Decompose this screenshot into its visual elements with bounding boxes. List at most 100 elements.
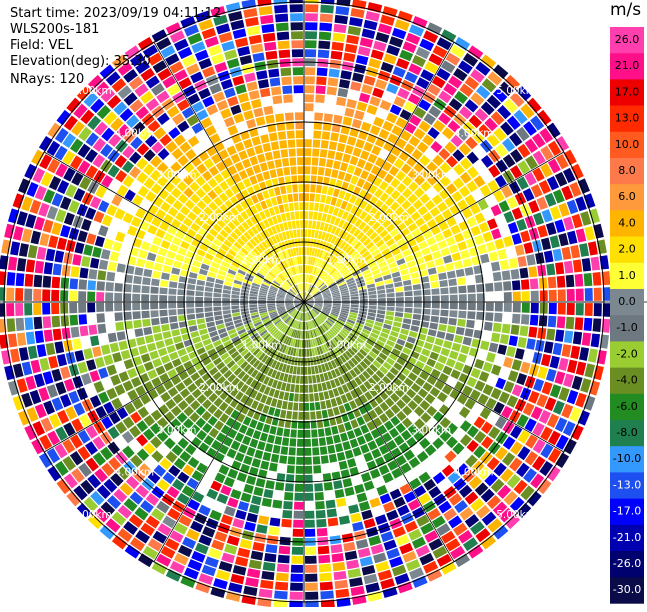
velocity-bin: [19, 347, 29, 361]
velocity-bin: [446, 358, 456, 367]
velocity-bin: [316, 221, 321, 229]
velocity-bin: [297, 229, 301, 237]
velocity-bin: [70, 278, 79, 289]
velocity-bin: [166, 345, 175, 353]
velocity-bin: [79, 314, 88, 324]
velocity-bin: [260, 162, 268, 171]
velocity-bin: [290, 13, 303, 21]
velocity-bin: [268, 526, 279, 535]
velocity-bin: [530, 278, 539, 289]
velocity-bin: [315, 492, 324, 500]
velocity-bin: [189, 325, 198, 332]
velocity-bin: [576, 288, 584, 300]
velocity-bin: [121, 350, 131, 360]
velocity-bin: [308, 376, 312, 384]
velocity-bin: [326, 159, 334, 168]
velocity-bin: [494, 239, 504, 250]
velocity-bin: [566, 317, 575, 329]
velocity-bin: [357, 102, 368, 112]
velocity-bin: [431, 316, 440, 323]
velocity-bin: [474, 235, 484, 245]
field-label: Field: VEL: [10, 38, 221, 54]
velocity-bin: [105, 292, 113, 301]
velocity-bin: [385, 315, 393, 320]
velocity-bin: [373, 41, 387, 52]
velocity-bin: [243, 139, 253, 149]
velocity-bin: [227, 96, 239, 107]
velocity-bin: [304, 229, 307, 237]
velocity-bin: [305, 583, 318, 591]
velocity-bin: [256, 70, 267, 80]
velocity-bin: [213, 298, 221, 302]
velocity-bin: [347, 136, 356, 146]
velocity-bin: [468, 303, 476, 311]
velocity-bin: [97, 313, 105, 323]
velocity-bin: [249, 299, 257, 301]
velocity-bin: [293, 366, 297, 374]
velocity-bin: [404, 313, 412, 319]
range-ring-label: 5.00km: [496, 85, 536, 97]
velocity-bin: [452, 343, 461, 352]
velocity-bin: [368, 154, 378, 164]
velocity-bin: [340, 70, 351, 80]
velocity-bin: [396, 307, 404, 312]
velocity-bin: [313, 384, 318, 392]
velocity-bin: [159, 287, 167, 294]
velocity-bin: [325, 427, 332, 436]
velocity-bin: [284, 492, 293, 500]
velocity-bin: [304, 193, 309, 201]
velocity-bin: [585, 288, 593, 301]
velocity-bin: [335, 589, 349, 598]
velocity-bin: [156, 255, 165, 264]
velocity-bin: [94, 381, 105, 393]
velocity-bin: [161, 355, 171, 364]
velocity-bin: [413, 290, 421, 296]
velocity-bin: [90, 336, 99, 347]
velocity-bin: [54, 341, 64, 353]
velocity-bin: [282, 86, 292, 95]
velocity-bin: [104, 355, 114, 366]
velocity-bin: [363, 452, 373, 462]
velocity-bin: [301, 349, 303, 357]
velocity-bin: [316, 510, 326, 519]
velocity-bin: [53, 329, 62, 341]
colorbar-tick-label: -2.0: [616, 347, 637, 360]
velocity-bin: [295, 211, 299, 219]
velocity-bin: [54, 250, 64, 262]
velocity-bin: [305, 466, 313, 474]
velocity-bin: [429, 274, 438, 281]
velocity-bin: [273, 445, 281, 454]
velocity-bin: [570, 346, 580, 359]
velocity-bin: [228, 125, 239, 135]
velocity-bin: [249, 296, 257, 299]
velocity-bin: [319, 203, 325, 211]
velocity-bin: [393, 321, 402, 327]
velocity-bin: [317, 528, 328, 537]
velocity-bin: [222, 294, 230, 298]
velocity-bin: [457, 277, 466, 285]
velocity-bin: [549, 303, 557, 314]
velocity-bin: [457, 241, 467, 251]
velocity-bin: [575, 274, 584, 287]
colorbar-tick-label: 21.0: [615, 59, 640, 72]
velocity-bin: [343, 478, 353, 488]
velocity-bin: [362, 29, 376, 39]
velocity-bin: [319, 564, 331, 573]
velocity-bin: [293, 402, 298, 410]
velocity-bin: [331, 544, 343, 553]
velocity-bin: [188, 136, 200, 147]
velocity-bin: [327, 150, 335, 159]
velocity-bin: [544, 250, 554, 262]
velocity-bin: [349, 17, 363, 27]
velocity-bin: [347, 458, 356, 468]
velocity-bin: [375, 32, 389, 43]
velocity-bin: [394, 317, 402, 323]
velocity-bin: [151, 450, 163, 462]
velocity-bin: [348, 568, 361, 578]
velocity-bin: [273, 150, 281, 159]
velocity-bin: [305, 85, 315, 93]
velocity-bin: [256, 524, 267, 534]
velocity-bin: [249, 504, 260, 514]
velocity-bin: [310, 411, 316, 419]
velocity-bin: [335, 6, 349, 15]
